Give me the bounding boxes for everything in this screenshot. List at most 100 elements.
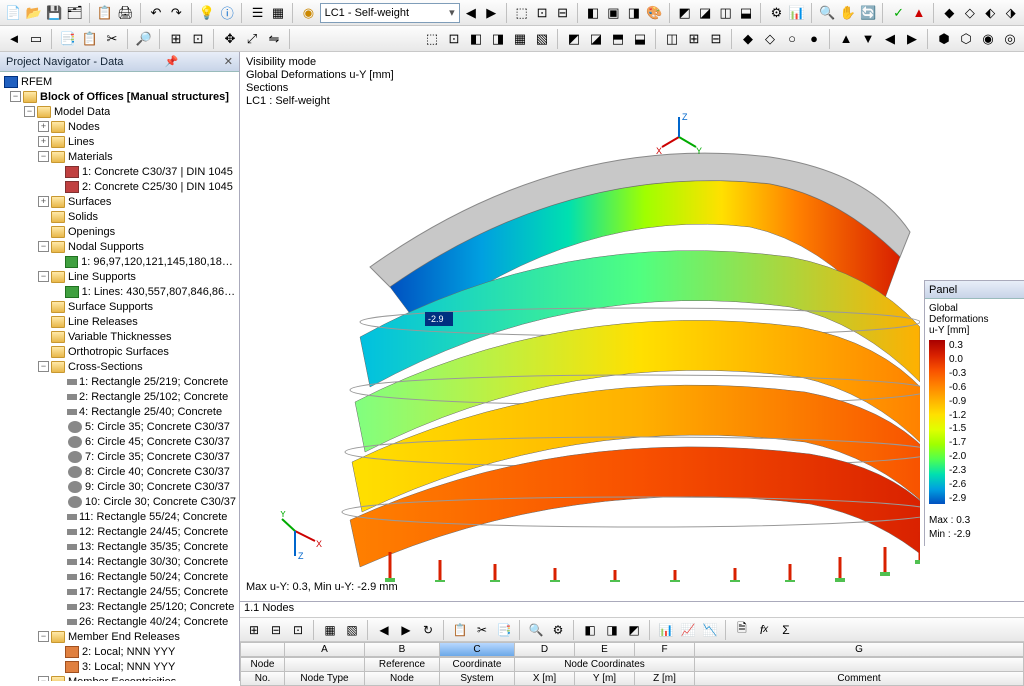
expand-icon[interactable]: − <box>38 151 49 162</box>
t2-t-icon[interactable]: ◀ <box>880 29 900 49</box>
t2-g-icon[interactable]: ◩ <box>564 29 584 49</box>
tree-cs-11[interactable]: 13: Rectangle 35/35; Concrete <box>79 541 228 553</box>
color-icon[interactable]: 🎨 <box>645 3 663 23</box>
t2-d-icon[interactable]: ◨ <box>488 29 508 49</box>
view-front-icon[interactable]: ⊡ <box>533 3 551 23</box>
grid-btn-6[interactable]: ◀ <box>374 620 394 640</box>
find-icon[interactable]: 🔎 <box>134 29 154 49</box>
t2-p-icon[interactable]: ○ <box>782 29 802 49</box>
expand-icon[interactable]: − <box>10 91 21 102</box>
doc-icon[interactable]: 📋 <box>96 3 114 23</box>
grid-btn-19[interactable]: 📉 <box>700 620 720 640</box>
expand-icon[interactable]: − <box>38 241 49 252</box>
table-icon[interactable]: ▦ <box>269 3 287 23</box>
shade-icon[interactable]: ◨ <box>625 3 643 23</box>
grid-btn-8[interactable]: ↻ <box>418 620 438 640</box>
tree-cs-12[interactable]: 14: Rectangle 30/30; Concrete <box>79 556 228 568</box>
pan-icon[interactable]: ✋ <box>838 3 856 23</box>
grid-btn-21[interactable]: fx <box>754 620 774 640</box>
results-icon[interactable]: 📊 <box>788 3 806 23</box>
tree-cs-4[interactable]: 6: Circle 45; Concrete C30/37 <box>85 436 230 448</box>
expand-icon[interactable]: − <box>38 361 49 372</box>
zoom-icon[interactable]: 🔍 <box>818 3 836 23</box>
expand-icon[interactable]: + <box>38 121 49 132</box>
grid-btn-3[interactable]: ⊡ <box>288 620 308 640</box>
col-A[interactable]: A <box>285 642 365 657</box>
expand-icon[interactable]: + <box>38 136 49 147</box>
grid-btn-13[interactable]: ⚙ <box>548 620 568 640</box>
tree-ortho[interactable]: Orthotropic Surfaces <box>68 346 169 358</box>
cut-icon[interactable]: ✂ <box>102 29 122 49</box>
tree-end-releases[interactable]: Member End Releases <box>68 631 180 643</box>
grid-btn-17[interactable]: 📊 <box>656 620 676 640</box>
calc-icon[interactable]: ⚙ <box>767 3 785 23</box>
t2-e-icon[interactable]: ▦ <box>510 29 530 49</box>
grid-btn-4[interactable]: ▦ <box>320 620 340 640</box>
tree-nodal-supports[interactable]: Nodal Supports <box>68 241 144 253</box>
t2-f-icon[interactable]: ▧ <box>532 29 552 49</box>
expand-icon[interactable]: − <box>38 676 49 681</box>
expand-icon[interactable]: − <box>38 271 49 282</box>
col-G[interactable]: G <box>695 642 1024 657</box>
move-icon[interactable]: ✥ <box>220 29 240 49</box>
t2-q-icon[interactable]: ● <box>804 29 824 49</box>
t2-v-icon[interactable]: ⬢ <box>934 29 954 49</box>
3d-viewport[interactable]: Visibility mode Global Deformations u-Y … <box>240 52 1024 681</box>
tree-line-supports[interactable]: Line Supports <box>68 271 136 283</box>
tree-solids[interactable]: Solids <box>68 211 98 223</box>
next-icon[interactable]: ▶ <box>482 3 500 23</box>
t2-l-icon[interactable]: ⊞ <box>684 29 704 49</box>
grid-btn-2[interactable]: ⊟ <box>266 620 286 640</box>
t2-y-icon[interactable]: ◎ <box>1000 29 1020 49</box>
tree-lines[interactable]: Lines <box>68 136 94 148</box>
grid-btn-10[interactable]: ✂ <box>472 620 492 640</box>
tree-er3[interactable]: 3: Local; NNN YYY <box>82 661 175 673</box>
tree-cs-0[interactable]: 1: Rectangle 25/219; Concrete <box>79 376 228 388</box>
redo-icon[interactable]: ↷ <box>167 3 185 23</box>
grid-icon[interactable]: ⊞ <box>166 29 186 49</box>
t2-o-icon[interactable]: ◇ <box>760 29 780 49</box>
tree-model-data[interactable]: Model Data <box>54 106 110 118</box>
render-icon[interactable]: ◧ <box>584 3 602 23</box>
cursor-icon[interactable]: ◄ <box>4 29 24 49</box>
paste-icon[interactable]: 📋 <box>80 29 100 49</box>
grid-btn-11[interactable]: 📑 <box>494 620 514 640</box>
check-icon[interactable]: ✓ <box>889 3 907 23</box>
view-iso-icon[interactable]: ⬚ <box>512 3 530 23</box>
t2-k-icon[interactable]: ◫ <box>662 29 682 49</box>
tree-cs-10[interactable]: 12: Rectangle 24/45; Concrete <box>79 526 228 538</box>
tool-a-icon[interactable]: ◩ <box>675 3 693 23</box>
t2-i-icon[interactable]: ⬒ <box>608 29 628 49</box>
tree-cs-8[interactable]: 10: Circle 30; Concrete C30/37 <box>85 496 236 508</box>
module-b-icon[interactable]: ◇ <box>961 3 979 23</box>
tree-openings[interactable]: Openings <box>68 226 115 238</box>
tree-cs-14[interactable]: 17: Rectangle 24/55; Concrete <box>79 586 228 598</box>
pin-icon[interactable]: 📌 <box>165 55 179 68</box>
close-icon[interactable]: ✕ <box>224 55 233 68</box>
tool-b-icon[interactable]: ◪ <box>696 3 714 23</box>
grid-btn-12[interactable]: 🔍 <box>526 620 546 640</box>
col-F[interactable]: F <box>635 642 695 657</box>
warn-icon[interactable]: ▲ <box>910 3 928 23</box>
col-C[interactable]: C <box>440 642 515 657</box>
list-icon[interactable]: ☰ <box>248 3 266 23</box>
tree-project[interactable]: Block of Offices [Manual structures] <box>40 91 229 103</box>
view-side-icon[interactable]: ⊟ <box>553 3 571 23</box>
grid-btn-15[interactable]: ◨ <box>602 620 622 640</box>
grid-btn-16[interactable]: ◩ <box>624 620 644 640</box>
mirror-icon[interactable]: ⇋ <box>264 29 284 49</box>
expand-icon[interactable]: + <box>38 196 49 207</box>
col-B[interactable]: B <box>365 642 440 657</box>
t2-h-icon[interactable]: ◪ <box>586 29 606 49</box>
t2-b-icon[interactable]: ⊡ <box>444 29 464 49</box>
new-icon[interactable]: 📄 <box>4 3 22 23</box>
undo-icon[interactable]: ↶ <box>147 3 165 23</box>
t2-u-icon[interactable]: ▶ <box>902 29 922 49</box>
prev-icon[interactable]: ◀ <box>462 3 480 23</box>
tree-cs-7[interactable]: 9: Circle 30; Concrete C30/37 <box>85 481 230 493</box>
rotate-icon[interactable]: 🔄 <box>859 3 877 23</box>
copy-icon[interactable]: 📑 <box>58 29 78 49</box>
load-case-icon[interactable]: ◉ <box>299 3 317 23</box>
module-c-icon[interactable]: ⬖ <box>981 3 999 23</box>
tree-root[interactable]: RFEM <box>21 76 52 88</box>
